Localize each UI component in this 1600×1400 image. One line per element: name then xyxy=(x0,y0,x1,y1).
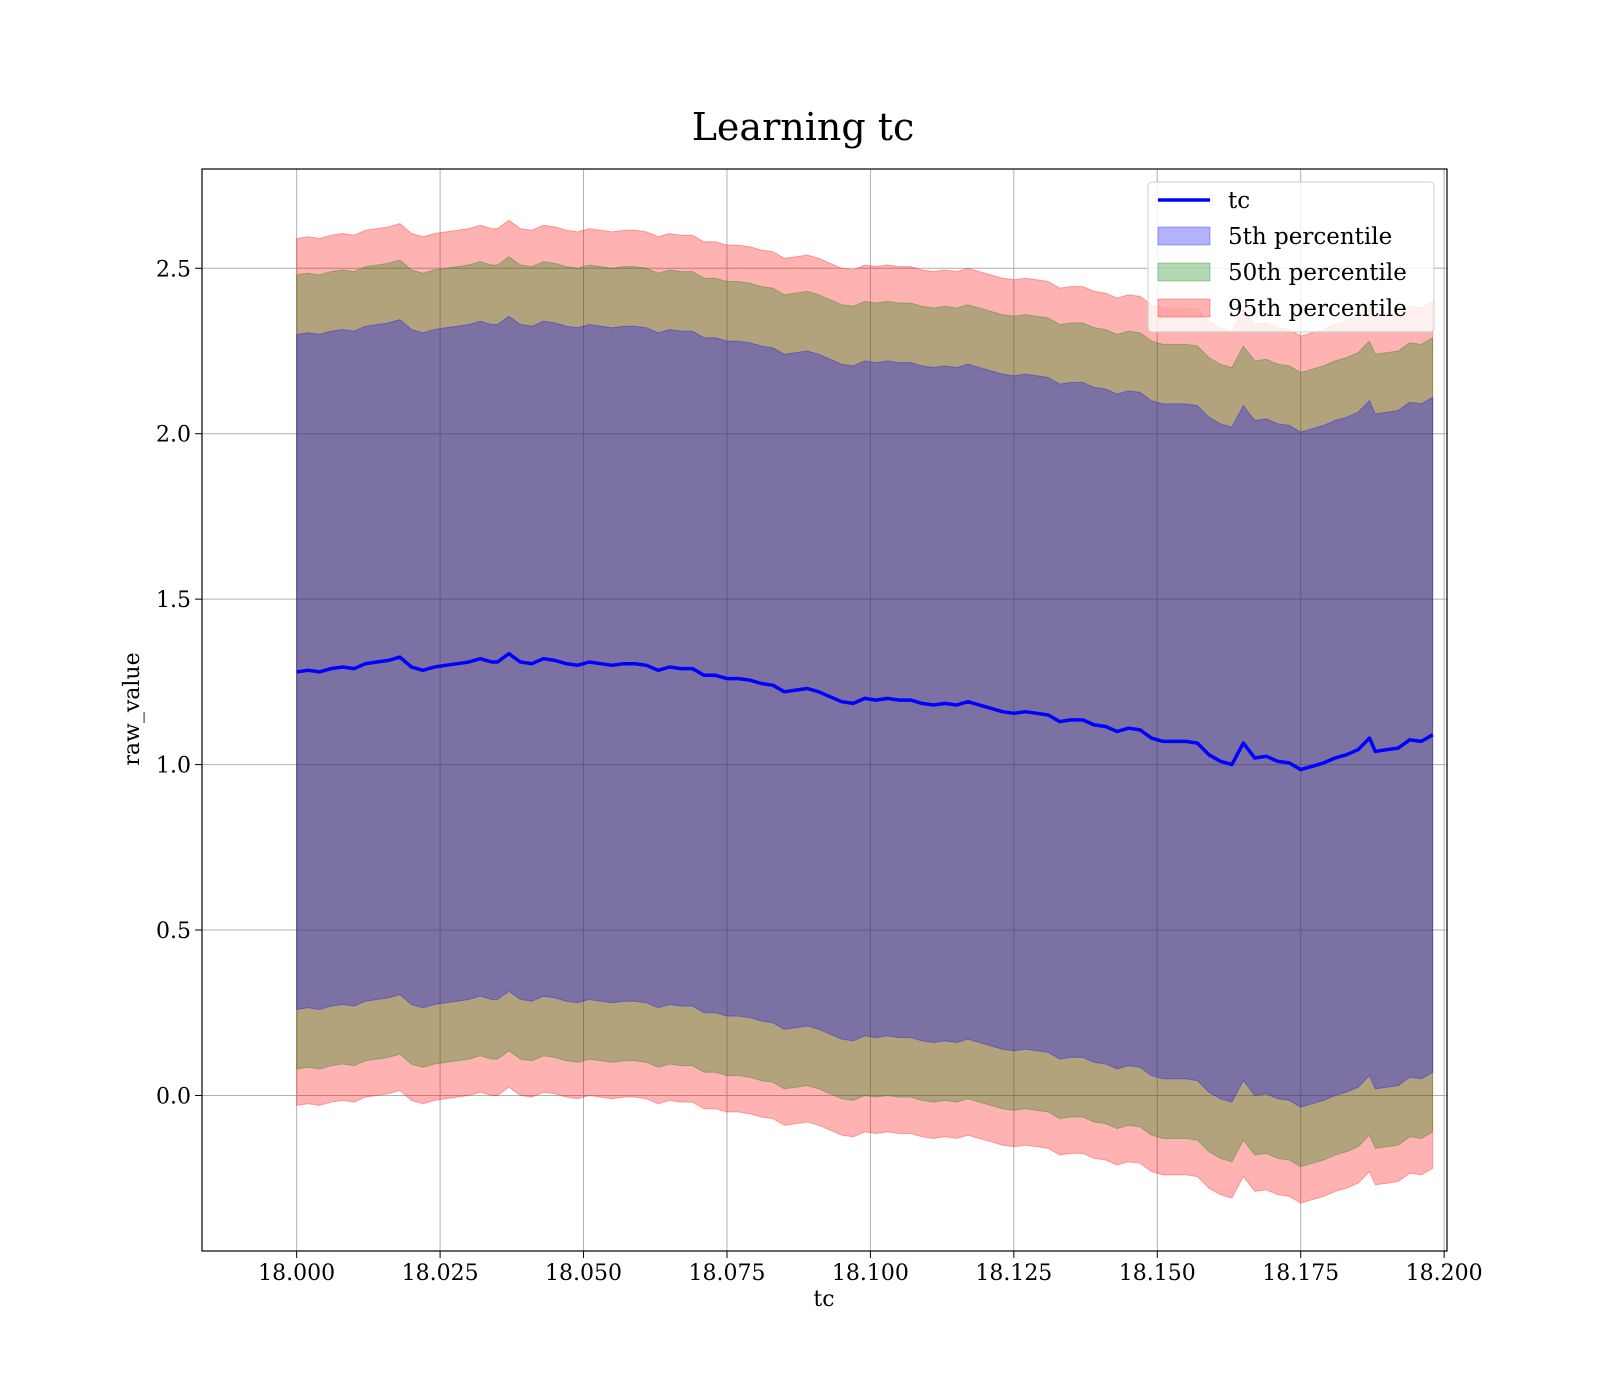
legend: tc 5th percentile 50th percentile 95th perc… xyxy=(1147,181,1435,333)
y-axis-label: raw_value xyxy=(120,652,145,765)
legend-label: 95th percentile xyxy=(1228,296,1407,322)
legend-swatch xyxy=(1157,226,1211,246)
band-50th-percentile xyxy=(296,256,1434,1168)
y-tick-label: 1.5 xyxy=(156,588,191,613)
legend-box xyxy=(1147,181,1435,333)
y-tick-label: 0.5 xyxy=(156,919,191,944)
x-axis-label: tc xyxy=(813,1287,834,1312)
legend-swatch xyxy=(1157,298,1211,318)
x-tick-label: 18.075 xyxy=(688,1261,765,1286)
legend-label: tc xyxy=(1228,188,1250,214)
x-tick-label: 18.175 xyxy=(1262,1261,1339,1286)
plot-area: 18.000 18.025 18.050 18.075 18.100 18.125 18.1… xyxy=(156,168,1483,1286)
legend-swatch xyxy=(1157,262,1211,282)
legend-label: 5th percentile xyxy=(1228,224,1392,250)
chart-title: Learning tc xyxy=(692,105,915,149)
axes-frame xyxy=(201,168,1448,1252)
y-tick-label: 2.0 xyxy=(156,423,191,448)
y-tick-label: 1.0 xyxy=(156,754,191,779)
series-line-tc xyxy=(296,651,1434,772)
legend-label: 50th percentile xyxy=(1228,260,1407,286)
band-95th-percentile xyxy=(296,219,1434,1204)
band-5th-percentile xyxy=(296,315,1434,1108)
x-tick-label: 18.125 xyxy=(975,1261,1052,1286)
x-tick-label: 18.100 xyxy=(832,1261,909,1286)
x-tick-label: 18.000 xyxy=(258,1261,335,1286)
x-tick-label: 18.150 xyxy=(1119,1261,1196,1286)
y-tick-label: 2.5 xyxy=(156,257,191,282)
y-tick-label: 0.0 xyxy=(156,1084,191,1109)
x-tick-label: 18.200 xyxy=(1406,1261,1483,1286)
x-tick-label: 18.025 xyxy=(402,1261,479,1286)
x-tick-label: 18.050 xyxy=(545,1261,622,1286)
